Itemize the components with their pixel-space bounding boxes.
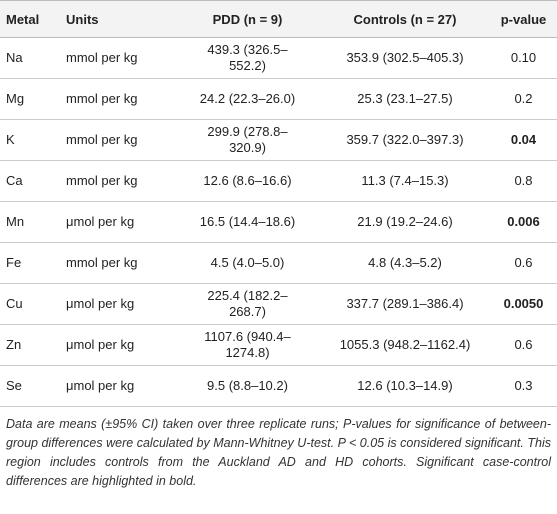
table-row: Mg mmol per kg 24.2 (22.3–26.0) 25.3 (23.1–… xyxy=(0,78,557,120)
table-row: Fe mmol per kg 4.5 (4.0–5.0) 4.8 (4.3–5.2) 0… xyxy=(0,242,557,284)
table-row: Se μmol per kg 9.5 (8.8–10.2) 12.6 (10.3–14… xyxy=(0,365,557,407)
header-cell: Metal xyxy=(0,0,60,38)
p-value-cell: 0.0050 xyxy=(490,283,557,325)
controls-cell: 1055.3 (948.2–1162.4) xyxy=(320,324,490,366)
metal-cell: Fe xyxy=(0,242,60,284)
p-value-cell: 0.6 xyxy=(490,242,557,284)
pdd-cell: 16.5 (14.4–18.6) xyxy=(175,201,320,243)
pdd-cell: 12.6 (8.6–16.6) xyxy=(175,160,320,202)
footnote: Data are means (±95% CI) taken over thre… xyxy=(6,417,551,488)
header-cell: Units xyxy=(60,0,175,38)
units-cell: μmol per kg xyxy=(60,365,175,407)
table-row: Ca mmol per kg 12.6 (8.6–16.6) 11.3 (7.4–15… xyxy=(0,160,557,202)
p-value-cell: 0.6 xyxy=(490,324,557,366)
controls-cell: 4.8 (4.3–5.2) xyxy=(320,242,490,284)
p-value-cell: 0.3 xyxy=(490,365,557,407)
units-cell: mmol per kg xyxy=(60,119,175,161)
controls-cell: 25.3 (23.1–27.5) xyxy=(320,78,490,120)
metal-cell: Mn xyxy=(0,201,60,243)
pdd-cell: 299.9 (278.8–320.9) xyxy=(175,119,320,161)
pdd-cell: 225.4 (182.2–268.7) xyxy=(175,283,320,325)
controls-cell: 359.7 (322.0–397.3) xyxy=(320,119,490,161)
units-cell: μmol per kg xyxy=(60,201,175,243)
header-cell: p-value xyxy=(490,0,557,38)
units-cell: mmol per kg xyxy=(60,37,175,79)
controls-cell: 353.9 (302.5–405.3) xyxy=(320,37,490,79)
p-value-cell: 0.04 xyxy=(490,119,557,161)
metal-cell: K xyxy=(0,119,60,161)
metal-cell: Se xyxy=(0,365,60,407)
controls-cell: 21.9 (19.2–24.6) xyxy=(320,201,490,243)
controls-cell: 11.3 (7.4–15.3) xyxy=(320,160,490,202)
p-value-cell: 0.2 xyxy=(490,78,557,120)
pdd-cell: 9.5 (8.8–10.2) xyxy=(175,365,320,407)
metal-cell: Na xyxy=(0,37,60,79)
table-body: Na mmol per kg 439.3 (326.5–552.2) 353.9 (3… xyxy=(0,37,557,407)
header-cell: Controls (n = 27) xyxy=(320,0,490,38)
units-cell: mmol per kg xyxy=(60,78,175,120)
units-cell: μmol per kg xyxy=(60,324,175,366)
header-cell: PDD (n = 9) xyxy=(175,0,320,38)
units-cell: mmol per kg xyxy=(60,242,175,284)
pdd-cell: 24.2 (22.3–26.0) xyxy=(175,78,320,120)
table-row: Mn μmol per kg 16.5 (14.4–18.6) 21.9 (19.2–… xyxy=(0,201,557,243)
p-value-cell: 0.006 xyxy=(490,201,557,243)
p-value-cell: 0.10 xyxy=(490,37,557,79)
table-row: Cu μmol per kg 225.4 (182.2–268.7) 337.7 (2… xyxy=(0,283,557,325)
table-row: Na mmol per kg 439.3 (326.5–552.2) 353.9 (3… xyxy=(0,37,557,79)
units-cell: μmol per kg xyxy=(60,283,175,325)
units-cell: mmol per kg xyxy=(60,160,175,202)
table-row: Zn μmol per kg 1107.6 (940.4–1274.8) 1055.3… xyxy=(0,324,557,366)
data-table: Metal Units PDD (n = 9) Controls (n = 27… xyxy=(0,0,557,407)
pdd-cell: 1107.6 (940.4–1274.8) xyxy=(175,324,320,366)
p-value-cell: 0.8 xyxy=(490,160,557,202)
controls-cell: 337.7 (289.1–386.4) xyxy=(320,283,490,325)
metal-cell: Cu xyxy=(0,283,60,325)
metal-cell: Ca xyxy=(0,160,60,202)
metal-cell: Zn xyxy=(0,324,60,366)
table-header: Metal Units PDD (n = 9) Controls (n = 27… xyxy=(0,0,557,38)
pdd-cell: 4.5 (4.0–5.0) xyxy=(175,242,320,284)
header-row: Metal Units PDD (n = 9) Controls (n = 27… xyxy=(0,0,557,38)
metal-cell: Mg xyxy=(0,78,60,120)
pdd-cell: 439.3 (326.5–552.2) xyxy=(175,37,320,79)
controls-cell: 12.6 (10.3–14.9) xyxy=(320,365,490,407)
